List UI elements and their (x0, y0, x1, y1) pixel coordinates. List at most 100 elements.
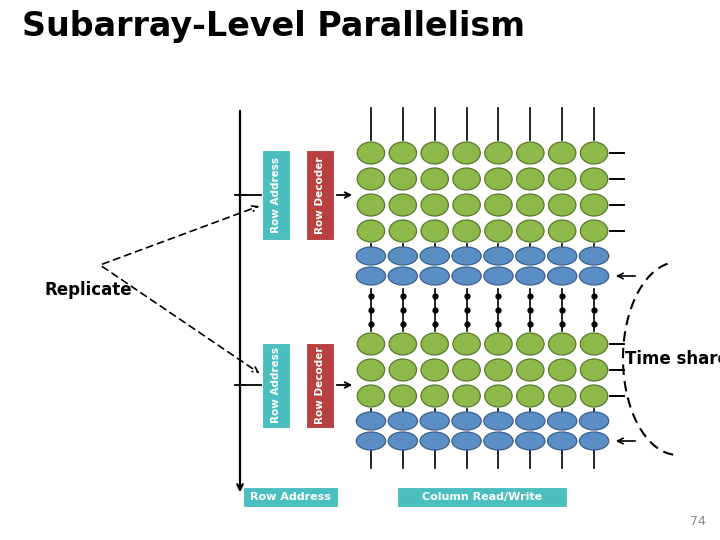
Ellipse shape (357, 168, 384, 190)
Ellipse shape (517, 194, 544, 216)
Ellipse shape (452, 247, 481, 265)
Ellipse shape (517, 142, 544, 164)
Ellipse shape (421, 168, 449, 190)
Ellipse shape (453, 220, 480, 242)
Ellipse shape (453, 142, 480, 164)
FancyBboxPatch shape (397, 487, 567, 507)
Ellipse shape (356, 247, 386, 265)
Ellipse shape (421, 194, 449, 216)
Ellipse shape (485, 220, 512, 242)
Text: Replicate: Replicate (45, 281, 132, 299)
Ellipse shape (580, 194, 608, 216)
Ellipse shape (389, 142, 416, 164)
Text: Subarray-Level Parallelism: Subarray-Level Parallelism (22, 10, 525, 43)
Ellipse shape (389, 220, 416, 242)
Text: 74: 74 (690, 515, 706, 528)
Ellipse shape (549, 333, 576, 355)
Ellipse shape (547, 432, 577, 450)
Ellipse shape (485, 359, 512, 381)
Ellipse shape (485, 333, 512, 355)
Ellipse shape (547, 247, 577, 265)
Ellipse shape (517, 168, 544, 190)
Ellipse shape (388, 247, 418, 265)
Ellipse shape (421, 142, 449, 164)
Ellipse shape (452, 412, 481, 430)
Ellipse shape (356, 432, 386, 450)
Ellipse shape (549, 220, 576, 242)
Ellipse shape (580, 432, 608, 450)
Ellipse shape (485, 385, 512, 407)
Ellipse shape (420, 412, 449, 430)
Ellipse shape (580, 220, 608, 242)
Ellipse shape (420, 432, 449, 450)
Ellipse shape (453, 359, 480, 381)
Ellipse shape (453, 194, 480, 216)
Ellipse shape (517, 359, 544, 381)
Ellipse shape (388, 432, 418, 450)
Ellipse shape (388, 412, 418, 430)
Ellipse shape (389, 333, 416, 355)
Ellipse shape (357, 220, 384, 242)
Ellipse shape (517, 385, 544, 407)
Ellipse shape (420, 267, 449, 285)
Ellipse shape (356, 412, 386, 430)
Ellipse shape (580, 168, 608, 190)
Ellipse shape (389, 359, 416, 381)
Ellipse shape (547, 267, 577, 285)
Ellipse shape (484, 267, 513, 285)
Ellipse shape (517, 333, 544, 355)
Text: Time share: Time share (625, 349, 720, 368)
Ellipse shape (580, 385, 608, 407)
Ellipse shape (484, 432, 513, 450)
Ellipse shape (388, 267, 418, 285)
Text: Row Address: Row Address (250, 492, 330, 502)
Text: Row Decoder: Row Decoder (315, 156, 325, 234)
FancyBboxPatch shape (262, 150, 290, 240)
Ellipse shape (452, 267, 481, 285)
Ellipse shape (549, 359, 576, 381)
Ellipse shape (516, 267, 545, 285)
Ellipse shape (580, 333, 608, 355)
Ellipse shape (452, 432, 481, 450)
Ellipse shape (580, 267, 608, 285)
Ellipse shape (549, 194, 576, 216)
FancyBboxPatch shape (306, 342, 334, 428)
Ellipse shape (357, 333, 384, 355)
Ellipse shape (357, 359, 384, 381)
Ellipse shape (389, 168, 416, 190)
Ellipse shape (485, 194, 512, 216)
Ellipse shape (485, 168, 512, 190)
Text: Row Address: Row Address (271, 157, 281, 233)
Ellipse shape (484, 412, 513, 430)
Ellipse shape (549, 142, 576, 164)
Ellipse shape (389, 385, 416, 407)
Ellipse shape (517, 220, 544, 242)
Ellipse shape (357, 142, 384, 164)
Ellipse shape (453, 385, 480, 407)
Ellipse shape (357, 194, 384, 216)
Ellipse shape (484, 247, 513, 265)
Ellipse shape (580, 142, 608, 164)
Text: Row Decoder: Row Decoder (315, 346, 325, 424)
Ellipse shape (421, 220, 449, 242)
Ellipse shape (421, 385, 449, 407)
Text: Column Read/Write: Column Read/Write (422, 492, 542, 502)
Ellipse shape (453, 168, 480, 190)
Ellipse shape (453, 333, 480, 355)
Ellipse shape (485, 142, 512, 164)
Ellipse shape (420, 247, 449, 265)
Ellipse shape (580, 247, 608, 265)
Ellipse shape (421, 359, 449, 381)
FancyBboxPatch shape (243, 487, 338, 507)
FancyBboxPatch shape (262, 342, 290, 428)
Ellipse shape (516, 432, 545, 450)
Ellipse shape (580, 412, 608, 430)
Ellipse shape (547, 412, 577, 430)
Ellipse shape (356, 267, 386, 285)
Ellipse shape (516, 247, 545, 265)
Ellipse shape (516, 412, 545, 430)
FancyBboxPatch shape (306, 150, 334, 240)
Ellipse shape (549, 168, 576, 190)
Ellipse shape (549, 385, 576, 407)
Ellipse shape (357, 385, 384, 407)
